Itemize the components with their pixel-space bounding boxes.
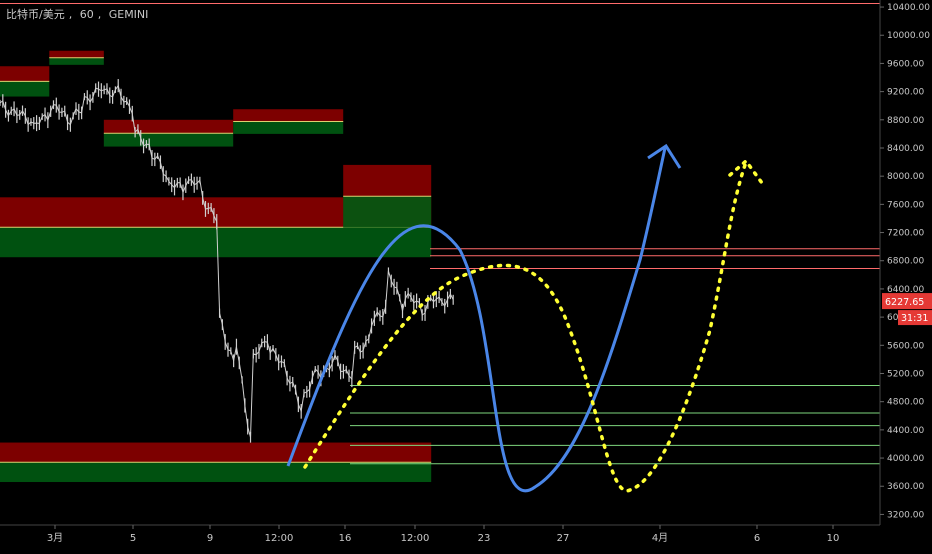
y-tick-label: 6800.00 bbox=[887, 257, 924, 267]
price-axis[interactable] bbox=[880, 0, 932, 550]
x-tick-label: 5 bbox=[130, 533, 136, 544]
demand-zone-0 bbox=[0, 81, 50, 97]
interval-label: 60 bbox=[79, 8, 94, 21]
countdown-label: 31:31 bbox=[901, 313, 928, 324]
yellow-arrow-head-icon bbox=[728, 158, 764, 185]
demand-zone-6 bbox=[0, 462, 432, 483]
y-tick-label: 10000.00 bbox=[887, 31, 930, 41]
x-tick-label: 23 bbox=[478, 533, 491, 544]
last-price-badge[interactable] bbox=[882, 293, 932, 310]
supply-zone-2 bbox=[103, 119, 234, 134]
y-tick-label: 9200.00 bbox=[887, 88, 924, 98]
countdown-badge bbox=[898, 310, 932, 326]
demand-zone-1 bbox=[49, 57, 104, 65]
y-tick-label: 3600.00 bbox=[887, 482, 924, 492]
y-tick-label: 8000.00 bbox=[887, 172, 924, 182]
supply-zone-6 bbox=[0, 442, 432, 463]
y-tick-label: 7600.00 bbox=[887, 200, 924, 210]
demand-zone-4 bbox=[0, 227, 432, 258]
x-tick-label: 27 bbox=[557, 533, 570, 544]
x-tick-label: 3月 bbox=[47, 532, 63, 544]
supply-zone-3 bbox=[233, 109, 344, 122]
demand-zone-3 bbox=[233, 121, 344, 134]
x-tick-label: 12:00 bbox=[401, 533, 430, 544]
x-tick-label: 4月 bbox=[652, 532, 668, 544]
y-tick-label: 4800.00 bbox=[887, 398, 924, 408]
y-tick-label: 3200.00 bbox=[887, 510, 924, 520]
chart-header: 比特币/美元, 60, GEMINI bbox=[6, 8, 149, 21]
demand-zone-5 bbox=[343, 196, 432, 228]
blue-arrow-head-icon bbox=[647, 143, 682, 169]
y-tick-label: 6400.00 bbox=[887, 285, 924, 295]
supply-zone-0 bbox=[0, 66, 50, 82]
x-tick-label: 6 bbox=[754, 533, 760, 544]
symbol-label: 比特币/美元 bbox=[6, 8, 65, 21]
x-tick-label: 10 bbox=[827, 533, 840, 544]
last-price-label: 6227.65 bbox=[885, 297, 924, 308]
yellow-projection-curve[interactable] bbox=[303, 163, 747, 493]
supply-zone-1 bbox=[49, 50, 104, 58]
exchange-label: GEMINI bbox=[108, 8, 149, 21]
x-tick-label: 16 bbox=[339, 533, 352, 544]
blue-projection-curve[interactable] bbox=[286, 147, 667, 492]
y-tick-label: 4400.00 bbox=[887, 426, 924, 436]
supply-zone-5 bbox=[343, 164, 432, 197]
y-tick-label: 7200.00 bbox=[887, 229, 924, 239]
plot-area bbox=[0, 0, 880, 525]
y-tick-label: 10400.00 bbox=[887, 3, 930, 13]
y-tick-label: 5600.00 bbox=[887, 341, 924, 351]
y-tick-label: 8400.00 bbox=[887, 144, 924, 154]
price-line bbox=[0, 84, 454, 438]
x-tick-label: 9 bbox=[207, 533, 213, 544]
y-tick-label: 8800.00 bbox=[887, 116, 924, 126]
demand-zone-2 bbox=[103, 133, 234, 147]
y-tick-label: 4000.00 bbox=[887, 454, 924, 464]
y-tick-label: 9600.00 bbox=[887, 59, 924, 69]
time-axis[interactable] bbox=[0, 525, 932, 550]
x-tick-label: 12:00 bbox=[265, 533, 294, 544]
y-tick-label: 5200.00 bbox=[887, 369, 924, 379]
